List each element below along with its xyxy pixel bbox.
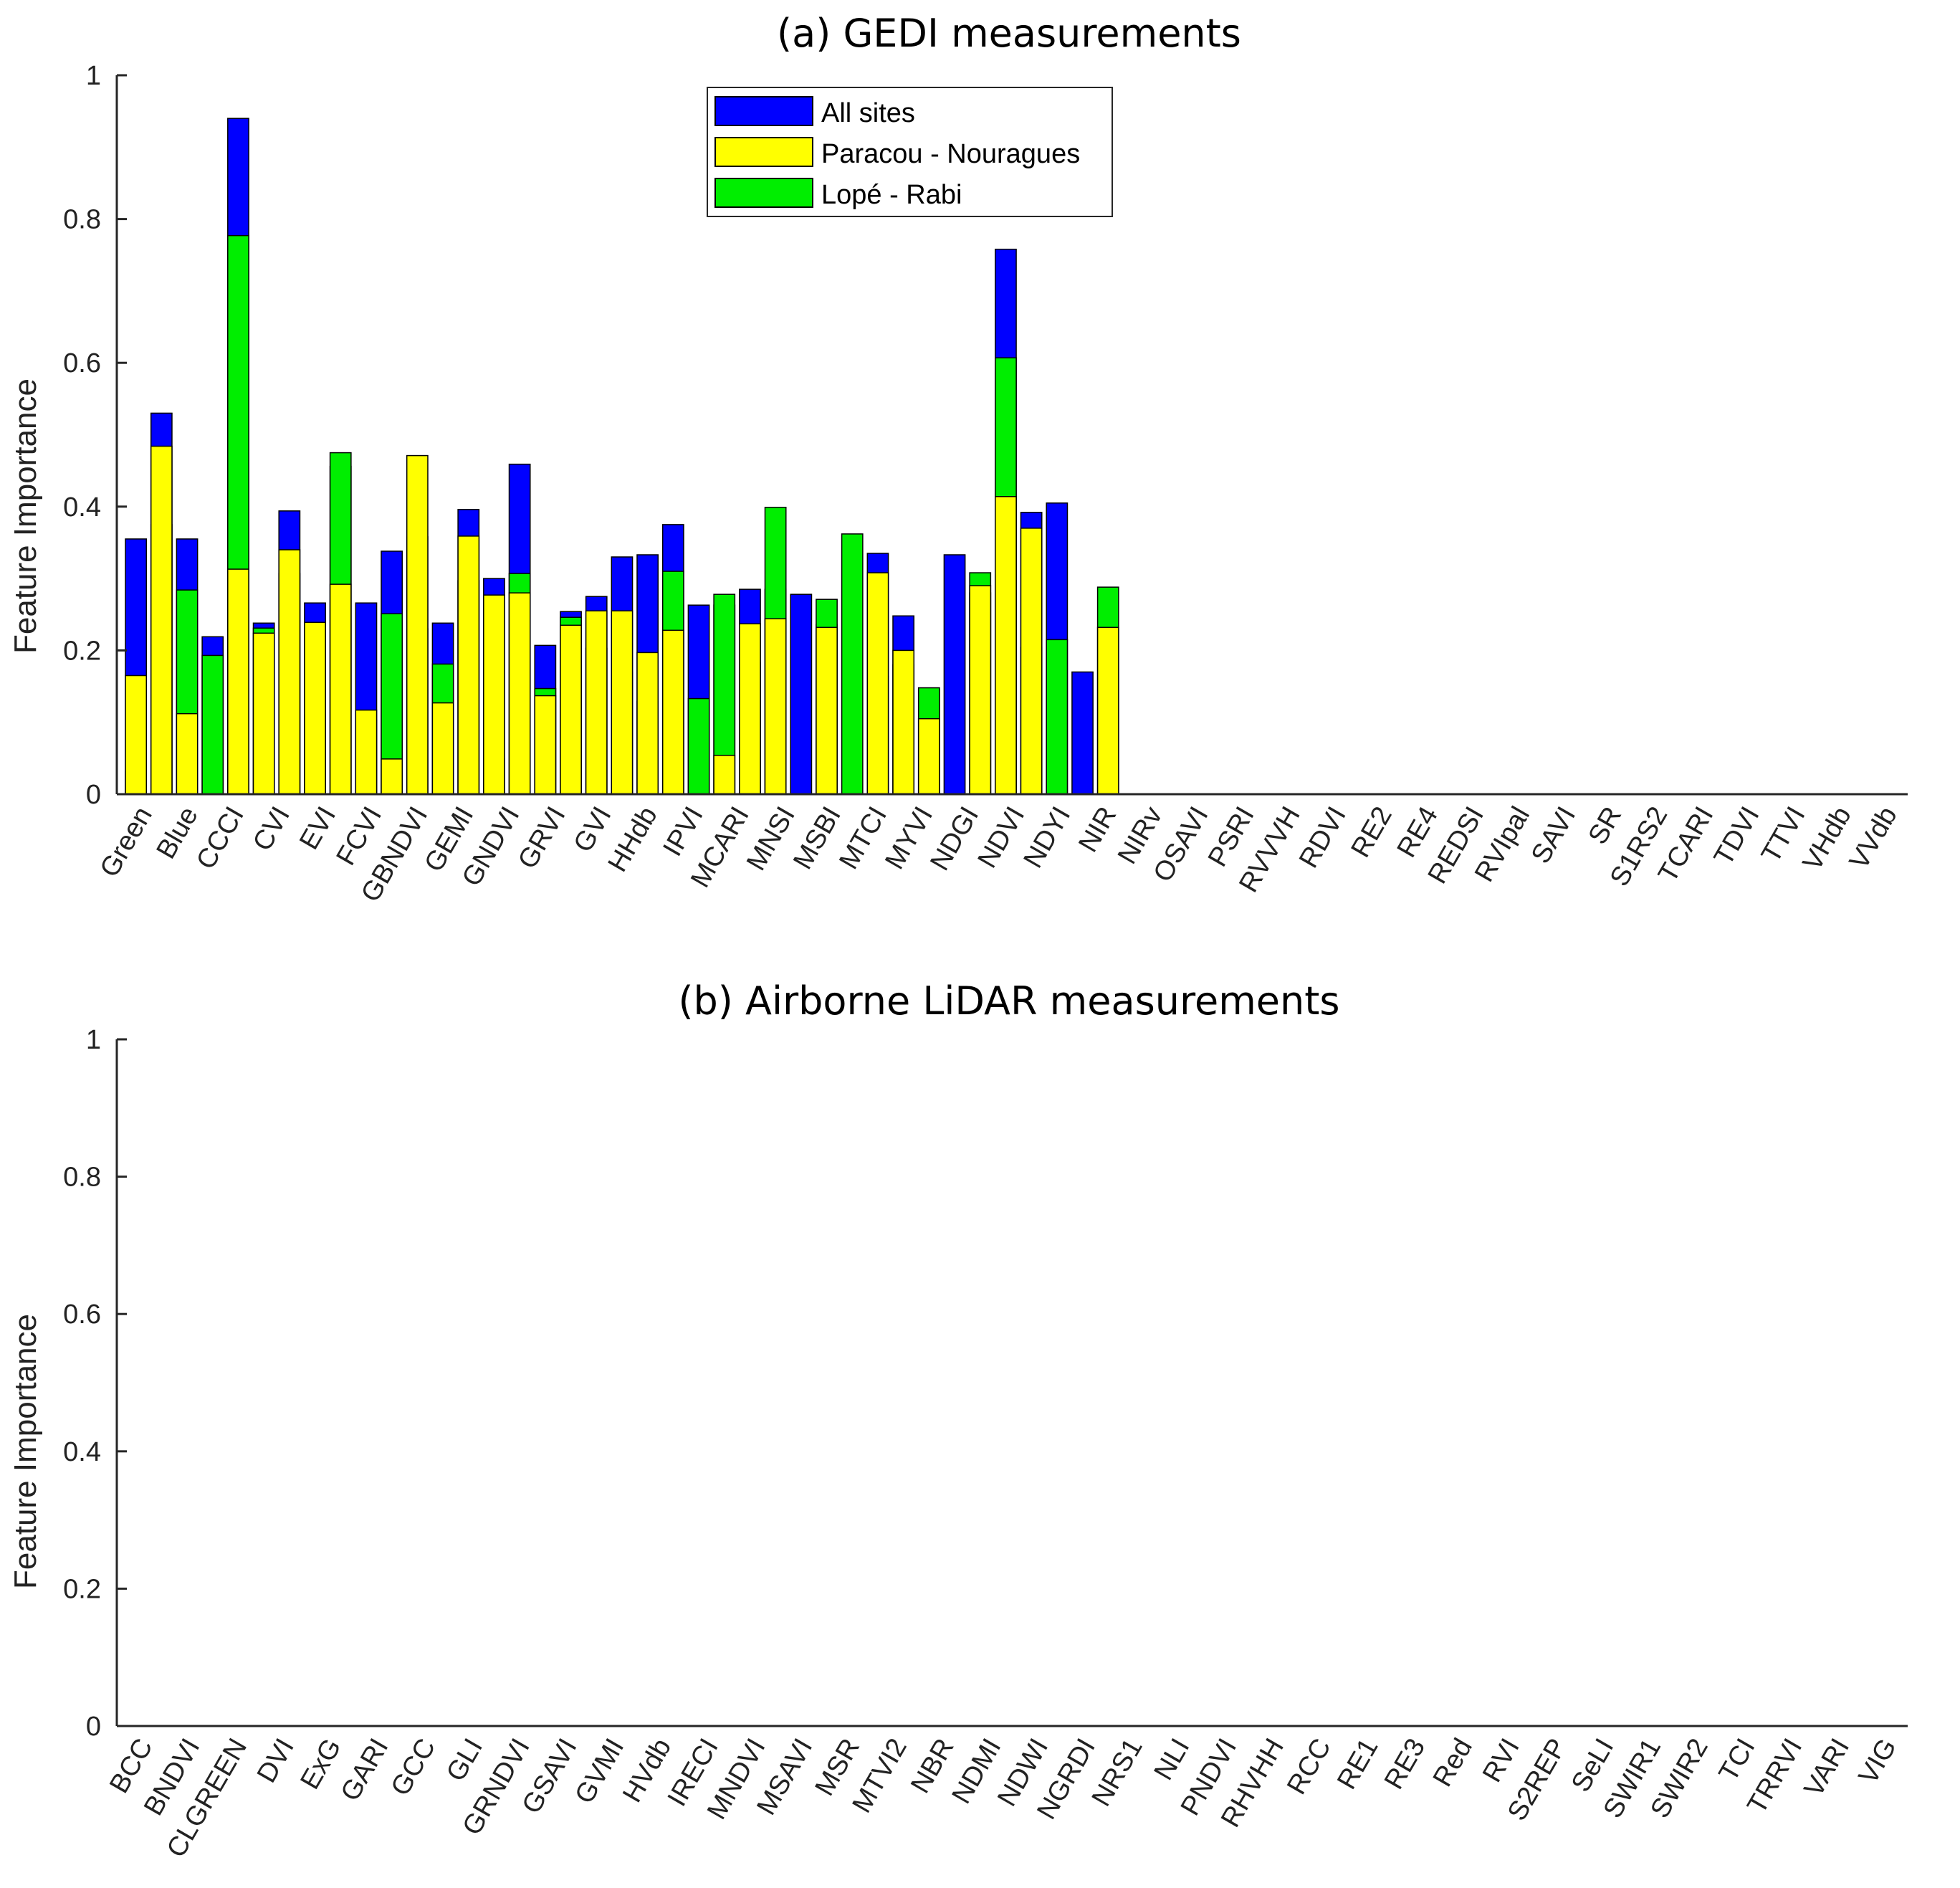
y-tick-label: 0.4 xyxy=(63,1437,101,1467)
bar-paracou-6 xyxy=(278,549,301,795)
bar-paracou-27 xyxy=(816,626,838,795)
y-tick-label: 0.2 xyxy=(63,1574,101,1604)
bar-paracou-2 xyxy=(176,712,199,795)
y-tick-label: 0.8 xyxy=(63,1163,101,1193)
bar-paracou-4 xyxy=(227,568,249,795)
bar-paracou-7 xyxy=(304,621,326,795)
bar-paracou-29 xyxy=(866,572,889,795)
bar-paracou-31 xyxy=(917,717,940,795)
panel-title-lidar: (b) Airborne LiDAR measurements xyxy=(678,978,1339,1024)
bar-paracou-20 xyxy=(636,652,659,795)
bar-paracou-11 xyxy=(406,454,429,795)
y-axis-label-lidar: Feature Importance xyxy=(8,1314,43,1589)
y-axis-label-gedi: Feature Importance xyxy=(8,378,43,654)
legend-label-all: All sites xyxy=(821,98,915,128)
legend-label-lope: Lopé - Rabi xyxy=(821,180,962,210)
y-tick-label: 0 xyxy=(86,1712,101,1742)
bar-paracou-5 xyxy=(252,632,275,795)
bar-paracou-19 xyxy=(611,610,634,795)
bar-paracou-1 xyxy=(150,445,173,795)
legend-swatch-all xyxy=(714,96,813,126)
bar-paracou-25 xyxy=(764,618,787,795)
legend-swatch-paracou xyxy=(714,137,813,167)
bar-paracou-16 xyxy=(534,695,557,795)
legend-label-paracou: Paracou - Nouragues xyxy=(821,139,1080,169)
bar-paracou-0 xyxy=(125,674,148,795)
y-tick-label: 0 xyxy=(86,780,101,810)
bar-all-37 xyxy=(1071,671,1094,795)
bar-lope-3 xyxy=(201,654,224,795)
bar-paracou-10 xyxy=(381,758,403,795)
bar-paracou-35 xyxy=(1020,528,1043,795)
y-tick-label: 1 xyxy=(86,1025,101,1055)
bars-gedi xyxy=(125,118,1119,795)
bar-paracou-13 xyxy=(457,535,480,795)
bar-paracou-17 xyxy=(560,624,582,795)
y-tick-label: 0.2 xyxy=(63,636,101,666)
bar-paracou-8 xyxy=(329,583,352,795)
bar-paracou-33 xyxy=(969,585,992,795)
bar-paracou-14 xyxy=(483,594,505,795)
y-tick-label: 0.4 xyxy=(63,492,101,523)
bar-paracou-38 xyxy=(1096,626,1119,795)
bar-lope-28 xyxy=(841,533,864,795)
legend-swatch-lope xyxy=(714,178,813,208)
bar-paracou-34 xyxy=(995,496,1017,795)
bar-paracou-23 xyxy=(713,755,736,795)
bar-paracou-18 xyxy=(585,610,608,795)
bar-lope-36 xyxy=(1046,639,1069,795)
y-tick-label: 0.6 xyxy=(63,1300,101,1330)
bar-all-32 xyxy=(943,554,966,795)
y-ticks-gedi: 0 0.2 0.4 0.6 0.8 1 xyxy=(63,61,127,810)
bar-paracou-9 xyxy=(355,709,378,795)
panel-title-gedi: (a) GEDI measurements xyxy=(777,11,1241,56)
y-tick-label: 0.8 xyxy=(63,205,101,235)
legend: All sites Paracou - Nouragues Lopé - Rab… xyxy=(707,87,1113,217)
bar-all-26 xyxy=(790,593,813,795)
bar-paracou-12 xyxy=(431,702,454,795)
y-tick-label: 1 xyxy=(86,61,101,91)
bar-paracou-15 xyxy=(508,592,531,795)
bar-paracou-21 xyxy=(661,629,684,795)
bar-lope-22 xyxy=(687,697,710,795)
y-ticks-lidar: 0 0.2 0.4 0.6 0.8 1 xyxy=(63,1025,127,1742)
y-tick-label: 0.6 xyxy=(63,348,101,378)
bar-paracou-30 xyxy=(892,649,915,795)
bar-paracou-24 xyxy=(739,623,761,795)
